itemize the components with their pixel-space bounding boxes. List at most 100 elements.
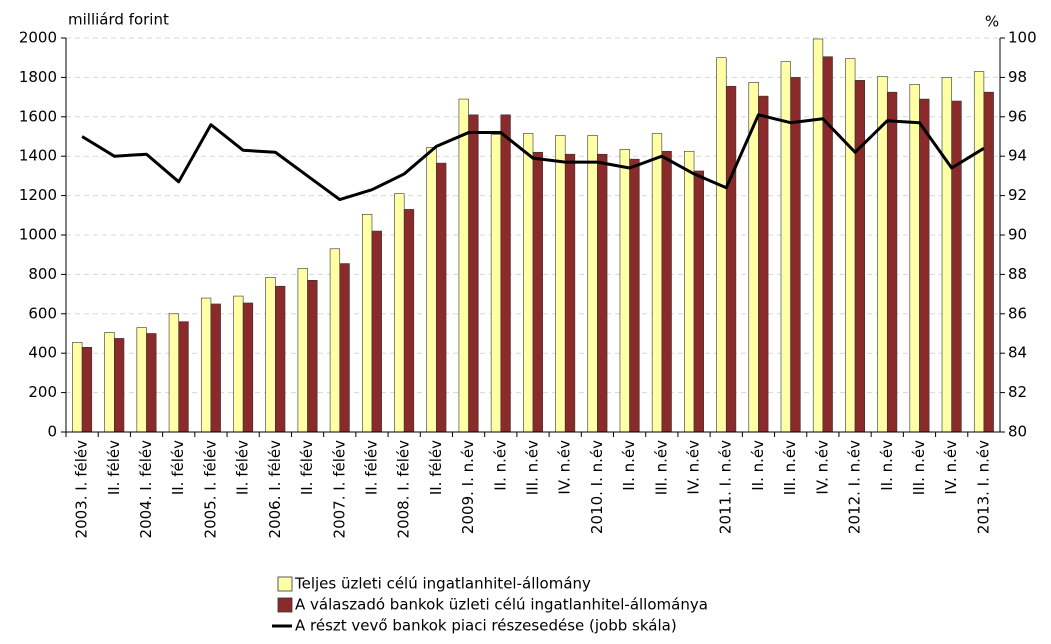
x-tick-label: IV. n.év (685, 440, 703, 495)
bar (339, 263, 350, 433)
bar (523, 133, 534, 433)
bar (597, 153, 608, 433)
bar (909, 83, 920, 433)
x-tick-label: II. félév (105, 440, 123, 495)
bar (200, 297, 212, 433)
x-tick-label: 2005. I. félév (201, 440, 219, 539)
bar (362, 214, 373, 433)
bar (886, 91, 898, 433)
x-tick-label: 2007. I. félév (330, 440, 348, 539)
y2-tick-label: 92 (1008, 186, 1027, 204)
bar (490, 134, 502, 433)
bar (758, 95, 769, 433)
legend-label: Teljes üzleti célú ingatlanhitel-állomán… (294, 575, 591, 593)
x-tick-label: 2010. I. n.év (588, 440, 606, 534)
bar (941, 77, 952, 433)
bar (265, 277, 276, 433)
y-axis-label: milliárd forint (68, 11, 169, 29)
bar (845, 58, 856, 433)
y2-tick-label: 96 (1008, 107, 1027, 125)
bar (136, 327, 147, 433)
x-tick-label: 2003. I. félév (73, 440, 91, 539)
bar (72, 342, 83, 433)
bar (168, 313, 180, 433)
bar (275, 285, 286, 433)
bar (854, 80, 866, 433)
bar (983, 91, 994, 433)
y2-tick-label: 94 (1008, 147, 1027, 165)
y-tick-label: 200 (28, 383, 57, 401)
bar (780, 61, 791, 433)
bar (146, 333, 157, 433)
bar (403, 209, 415, 433)
x-tick-label: IV. n.év (556, 440, 574, 495)
y-tick-label: 400 (28, 344, 57, 362)
bar (458, 98, 469, 433)
bar (684, 150, 695, 433)
bar (81, 346, 93, 433)
y2-tick-label: 80 (1008, 423, 1027, 441)
x-tick-label: II. félév (298, 440, 316, 495)
bar (394, 193, 405, 433)
x-tick-label: 2009. I. n.év (459, 440, 477, 534)
legend-swatch (277, 597, 293, 613)
bar (242, 302, 254, 433)
bar (178, 321, 189, 433)
bar (532, 151, 543, 433)
x-tick-label: 2004. I. félév (137, 440, 155, 539)
bar (500, 114, 511, 433)
x-tick-label: 2013. I. n.év (974, 440, 992, 534)
bar (114, 338, 125, 433)
bar (629, 158, 640, 433)
bar (716, 57, 727, 433)
y2-tick-label: 86 (1008, 304, 1027, 322)
bar (210, 303, 221, 433)
y-tick-label: 1600 (19, 107, 57, 125)
bar (436, 162, 447, 433)
bar (822, 56, 833, 433)
legend-label: A válaszadó bankok üzleti célú ingatlanh… (295, 596, 708, 614)
x-tick-label: IV. n.év (813, 440, 831, 495)
x-tick-label: II. n.év (491, 440, 509, 491)
x-tick-label: II. n.év (620, 440, 638, 491)
y-tick-label: 1200 (19, 186, 57, 204)
y-tick-label: 1000 (19, 226, 57, 244)
y-tick-label: 1400 (19, 147, 57, 165)
y2-tick-label: 90 (1008, 226, 1027, 244)
y2-tick-label: 84 (1008, 344, 1027, 362)
bar (812, 38, 824, 433)
bar (426, 147, 437, 433)
bar (661, 150, 672, 433)
bar (725, 85, 737, 433)
x-tick-label: IV. n.év (942, 440, 960, 495)
bar (564, 153, 576, 433)
x-tick-label: III. n.év (781, 440, 799, 495)
bar (790, 77, 801, 433)
y-tick-label: 800 (28, 265, 57, 283)
bar (919, 98, 930, 433)
bar (619, 149, 630, 433)
x-tick-label: III. n.év (524, 440, 542, 495)
bar (555, 135, 566, 433)
x-tick-label: 2006. I. félév (266, 440, 284, 539)
y2-tick-label: 98 (1008, 68, 1027, 86)
y-tick-label: 2000 (19, 29, 57, 47)
bar (371, 230, 382, 433)
x-tick-label: II. félév (427, 440, 445, 495)
x-tick-label: 2011. I. n.év (717, 440, 735, 534)
y2-tick-label: 88 (1008, 265, 1027, 283)
x-tick-label: III. n.év (910, 440, 928, 495)
y2-tick-label: 100 (1008, 29, 1037, 47)
bar (104, 332, 115, 433)
bar (693, 170, 704, 433)
x-tick-label: 2012. I. n.év (846, 440, 864, 534)
y-tick-label: 0 (47, 423, 57, 441)
bar (329, 248, 341, 433)
x-tick-label: II. félév (362, 440, 380, 495)
line (81, 113, 985, 202)
bar (468, 114, 479, 433)
x-tick-label: II. n.év (878, 440, 896, 491)
bar (973, 71, 985, 433)
x-tick-label: II. félév (234, 440, 252, 495)
